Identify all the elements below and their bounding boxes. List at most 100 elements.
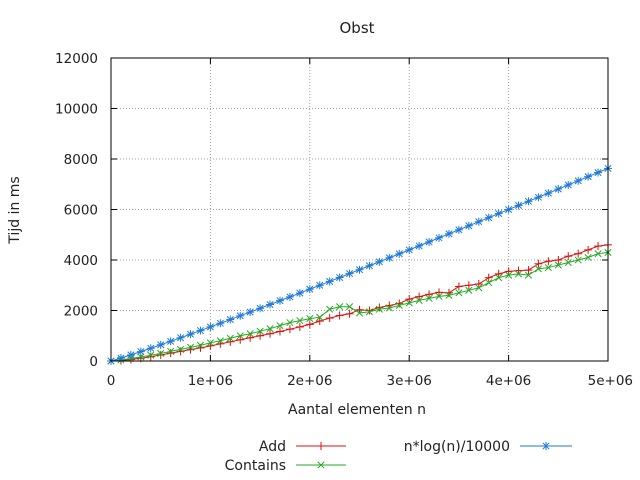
data-point [306, 315, 314, 323]
legend-marker [317, 442, 325, 450]
data-point [534, 265, 542, 273]
data-point [176, 333, 185, 342]
data-point [425, 237, 434, 246]
series-line [110, 167, 609, 362]
data-point [325, 277, 334, 286]
data-point [564, 258, 572, 267]
data-point [524, 266, 533, 275]
legend-marker [317, 461, 325, 469]
data-point [554, 261, 562, 269]
data-point [266, 329, 275, 338]
data-point [136, 347, 145, 356]
data-point [156, 340, 165, 349]
legend: Add Contains n*log(n)/10000 [225, 439, 572, 474]
data-point [316, 313, 324, 321]
data-point [504, 205, 513, 214]
data-point [246, 330, 254, 338]
data-point [226, 334, 234, 342]
data-point [305, 320, 314, 329]
data-point [365, 261, 374, 270]
data-point [584, 245, 593, 254]
legend-item: n*log(n)/10000 [404, 439, 572, 455]
data-point [355, 309, 364, 317]
data-point [594, 250, 602, 258]
data-point [514, 201, 523, 210]
data-point [157, 349, 165, 357]
data-point [554, 185, 563, 194]
series-0 [107, 240, 612, 365]
data-point [325, 314, 334, 323]
data-point [156, 350, 165, 359]
y-tick-label: 8000 [64, 152, 98, 168]
data-point [504, 267, 513, 276]
data-point [146, 352, 155, 361]
tick-layer: 0 2000 4000 6000 8000 10000 12000 0 1e+06 2e+06 3e… [55, 51, 633, 389]
data-point [484, 273, 493, 282]
data-point [385, 253, 394, 262]
data-point [405, 245, 414, 254]
data-point [326, 305, 334, 313]
data-point [345, 309, 354, 318]
data-point [534, 193, 543, 202]
data-point [335, 273, 344, 282]
data-point [246, 308, 255, 317]
data-point [166, 349, 175, 358]
data-point [375, 305, 383, 313]
data-point [186, 330, 195, 339]
y-tick-label: 6000 [64, 203, 98, 219]
data-point [147, 351, 155, 359]
legend-label: Contains [225, 458, 286, 474]
y-tick-label: 2000 [64, 304, 98, 320]
legend-item: Contains [225, 458, 346, 474]
data-point [177, 345, 185, 353]
data-point [345, 269, 354, 278]
data-point [226, 337, 235, 346]
data-point [285, 292, 294, 301]
chart-title: Obst [339, 19, 374, 37]
x-tick-label: 0 [107, 373, 116, 389]
y-tick-label: 0 [89, 354, 98, 370]
data-point [365, 306, 374, 315]
data-point [126, 350, 135, 359]
series-1 [107, 248, 612, 365]
legend-item: Add [259, 439, 346, 455]
data-point [196, 341, 205, 349]
x-axis-label: Aantal elementen n [288, 402, 426, 418]
data-point [455, 289, 463, 297]
data-point [495, 274, 503, 282]
x-tick-label: 4e+06 [486, 373, 531, 389]
data-point [167, 347, 175, 355]
y-tick-label: 4000 [64, 253, 98, 269]
x-tick-label: 1e+06 [188, 373, 233, 389]
data-point [275, 296, 284, 305]
data-point [484, 213, 493, 222]
data-point [315, 281, 324, 290]
data-point [256, 327, 264, 335]
data-point [137, 353, 145, 361]
plot-frame [110, 57, 609, 362]
data-point [395, 249, 404, 258]
data-point [256, 331, 265, 340]
data-point [216, 337, 224, 345]
data-point [405, 295, 414, 304]
data-point [435, 288, 444, 297]
legend-label: n*log(n)/10000 [404, 439, 510, 455]
y-tick-label: 10000 [55, 102, 98, 118]
data-point [196, 326, 205, 335]
data-point [574, 176, 583, 185]
x-tick-label: 5e+06 [588, 373, 633, 389]
data-point [435, 233, 444, 242]
data-point [454, 225, 463, 234]
data-point [574, 249, 583, 258]
data-point [285, 325, 294, 334]
data-point [444, 229, 453, 238]
data-point [425, 290, 434, 299]
y-axis-label: Tijd in ms [7, 176, 23, 244]
legend-label: Add [259, 439, 286, 455]
data-point [544, 257, 553, 266]
data-point [584, 172, 593, 181]
data-point [544, 264, 552, 272]
data-point [395, 301, 403, 310]
data-point [146, 344, 155, 353]
x-tick-label: 3e+06 [387, 373, 432, 389]
